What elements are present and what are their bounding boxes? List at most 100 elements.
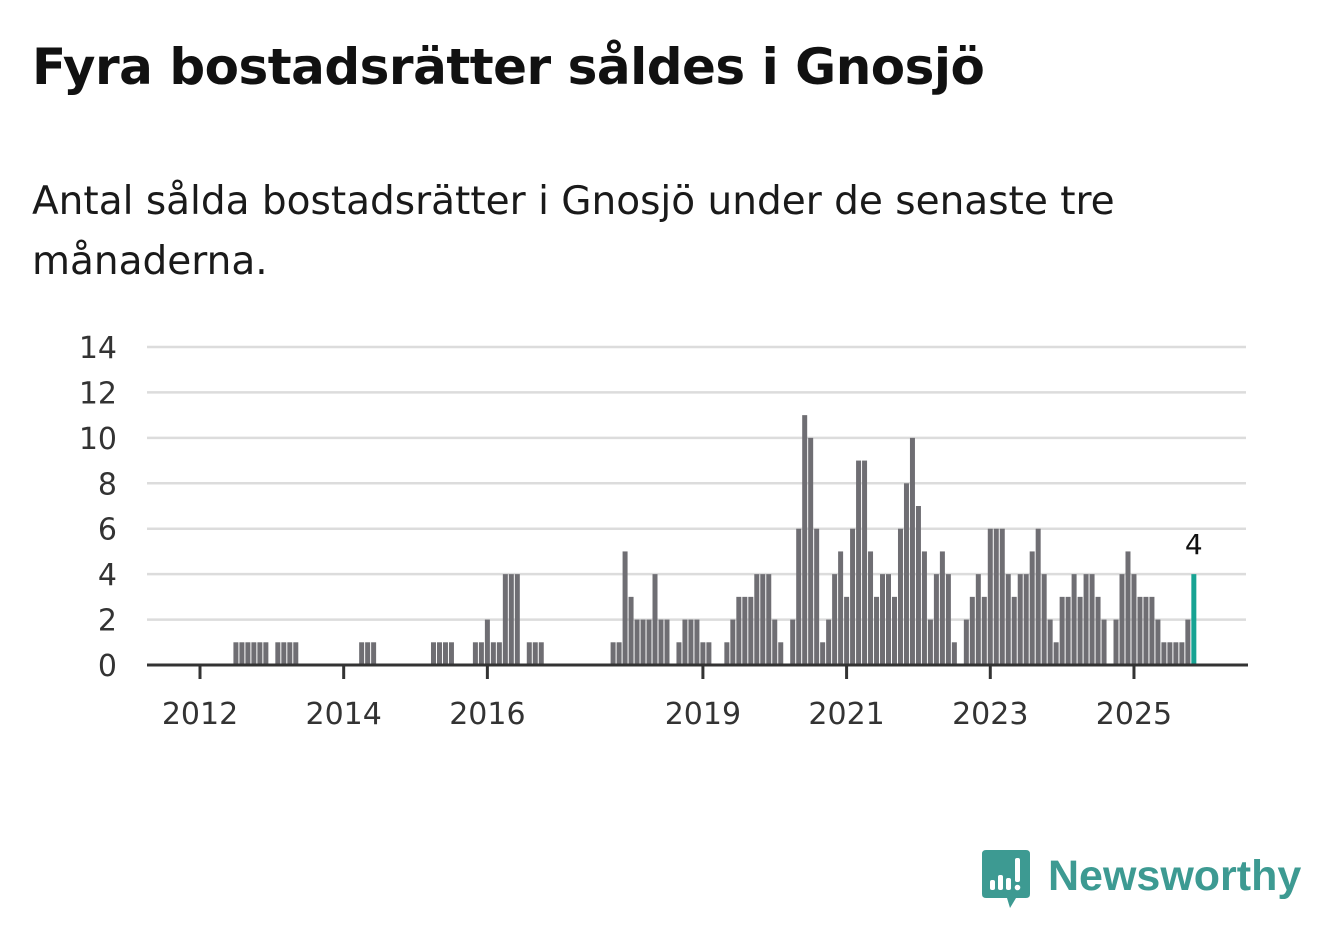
bar bbox=[251, 642, 257, 665]
bar bbox=[748, 596, 754, 665]
y-tick-label: 6 bbox=[98, 513, 117, 548]
bar bbox=[742, 596, 748, 665]
axes: 0 2 4 6 8 10 12 14 4 2012 2014 2016 2019 2021 2023 2025 bbox=[79, 331, 1248, 732]
bar bbox=[981, 596, 987, 665]
bar bbox=[796, 528, 802, 665]
x-tick-label: 2021 bbox=[808, 697, 884, 732]
bar bbox=[371, 642, 377, 665]
bar bbox=[915, 506, 921, 665]
bar bbox=[281, 642, 287, 665]
bar bbox=[969, 596, 975, 665]
bar bbox=[634, 619, 640, 665]
bar bbox=[1083, 574, 1089, 665]
bar bbox=[1119, 574, 1125, 665]
bar bbox=[987, 528, 993, 665]
bar bbox=[658, 619, 664, 665]
bar bbox=[820, 642, 826, 665]
bar bbox=[1023, 574, 1029, 665]
bar bbox=[359, 642, 365, 665]
bar bbox=[514, 574, 520, 665]
y-tick-label: 12 bbox=[79, 376, 117, 411]
x-tick-label: 2023 bbox=[952, 697, 1028, 732]
bar bbox=[808, 437, 814, 665]
bar bbox=[802, 415, 808, 665]
last-value-label: 4 bbox=[1185, 528, 1203, 561]
bar bbox=[233, 642, 239, 665]
chart-title: Fyra bostadsrätter såldes i Gnosjö bbox=[32, 38, 985, 96]
bar bbox=[628, 596, 634, 665]
bar-highlight bbox=[1191, 574, 1197, 665]
bar bbox=[963, 619, 969, 665]
bar bbox=[975, 574, 981, 665]
bar bbox=[478, 642, 484, 665]
bar bbox=[868, 551, 874, 665]
bar bbox=[676, 642, 682, 665]
bar bbox=[1131, 574, 1137, 665]
y-tick-label: 8 bbox=[98, 467, 117, 502]
bar bbox=[526, 642, 532, 665]
bar bbox=[365, 642, 371, 665]
bar bbox=[927, 619, 933, 665]
bar bbox=[724, 642, 730, 665]
bar bbox=[1179, 642, 1185, 665]
bar bbox=[891, 596, 897, 665]
bar bbox=[814, 528, 820, 665]
bar bbox=[245, 642, 251, 665]
bar bbox=[616, 642, 622, 665]
bar bbox=[772, 619, 778, 665]
bar bbox=[1095, 596, 1101, 665]
bar bbox=[694, 619, 700, 665]
bar bbox=[760, 574, 766, 665]
bar bbox=[688, 619, 694, 665]
bar bbox=[664, 619, 670, 665]
bar bbox=[1089, 574, 1095, 665]
bar bbox=[1077, 596, 1083, 665]
bar bbox=[430, 642, 436, 665]
bar bbox=[933, 574, 939, 665]
bar bbox=[448, 642, 454, 665]
bar bbox=[736, 596, 742, 665]
bar bbox=[1143, 596, 1149, 665]
y-tick-label: 2 bbox=[98, 604, 117, 639]
newsworthy-logo-icon bbox=[982, 850, 1030, 908]
bar bbox=[442, 642, 448, 665]
bar bbox=[1137, 596, 1143, 665]
bar bbox=[257, 642, 263, 665]
bar bbox=[897, 528, 903, 665]
bar bbox=[1035, 528, 1041, 665]
bar bbox=[832, 574, 838, 665]
bar bbox=[856, 460, 862, 665]
bar bbox=[766, 574, 772, 665]
bar bbox=[874, 596, 880, 665]
bar bbox=[652, 574, 658, 665]
bar bbox=[502, 574, 508, 665]
bar bbox=[778, 642, 784, 665]
x-tick-label: 2012 bbox=[162, 697, 238, 732]
bar bbox=[1173, 642, 1179, 665]
bar bbox=[1125, 551, 1131, 665]
bar bbox=[1185, 619, 1191, 665]
bar bbox=[610, 642, 616, 665]
bar bbox=[1113, 619, 1119, 665]
bar bbox=[945, 574, 951, 665]
bar bbox=[640, 619, 646, 665]
bar bbox=[538, 642, 544, 665]
bar bbox=[1149, 596, 1155, 665]
bar bbox=[682, 619, 688, 665]
bar bbox=[826, 619, 832, 665]
bar bbox=[951, 642, 957, 665]
brand-logo: Newsworthy bbox=[980, 848, 1301, 910]
bar bbox=[1011, 596, 1017, 665]
brand-name: Newsworthy bbox=[1048, 851, 1302, 900]
bar bbox=[862, 460, 868, 665]
bar bbox=[921, 551, 927, 665]
x-tick-label: 2019 bbox=[665, 697, 741, 732]
bar bbox=[496, 642, 502, 665]
bar bbox=[1161, 642, 1167, 665]
y-tick-label: 14 bbox=[79, 331, 117, 366]
bar bbox=[239, 642, 245, 665]
gridlines bbox=[147, 345, 1246, 621]
bar bbox=[909, 437, 915, 665]
bar bbox=[1041, 574, 1047, 665]
